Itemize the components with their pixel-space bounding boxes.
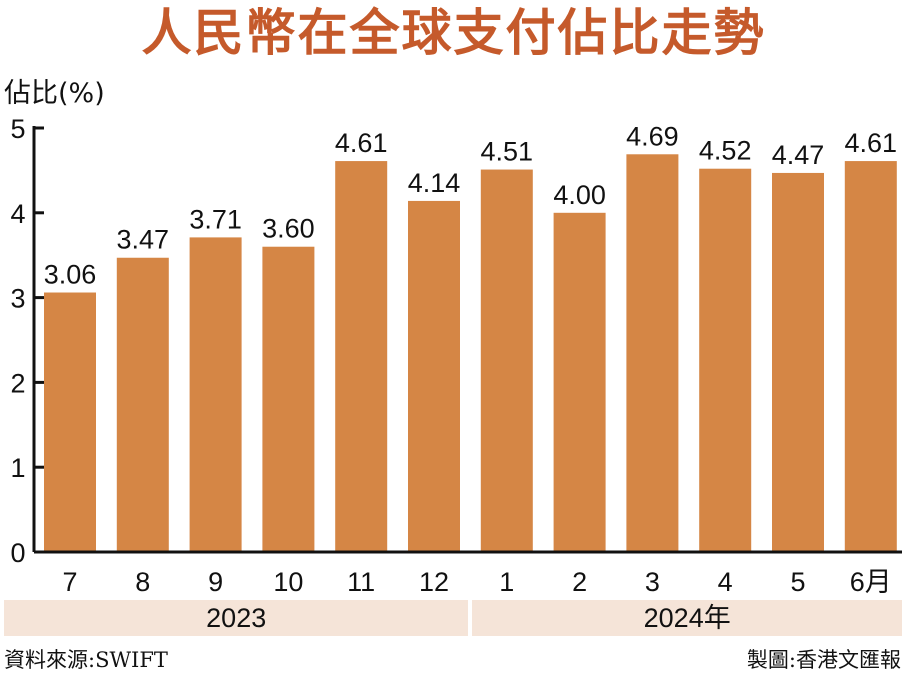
year-band-1: 2023 — [4, 600, 469, 636]
value-label-7: 4.51 — [481, 137, 534, 167]
y-tick-label-1: 1 — [10, 453, 25, 483]
bar-chart: 3.0673.4783.7193.60104.61114.14124.5114.… — [10, 114, 902, 597]
value-label-12: 4.61 — [845, 128, 898, 158]
chart-title: 人民幣在全球支付佔比走勢 — [141, 4, 766, 62]
year-band-2: 2024年 — [472, 600, 902, 636]
bar-12 — [844, 161, 897, 552]
category-label-9: 3 — [645, 567, 660, 597]
bar-11 — [772, 172, 824, 552]
category-label-8: 2 — [572, 567, 587, 597]
category-label-7: 1 — [499, 567, 514, 597]
value-label-2: 3.47 — [117, 225, 170, 255]
category-label-2: 8 — [135, 567, 150, 597]
category-label-12: 6月 — [850, 567, 892, 597]
bar-3 — [189, 237, 242, 552]
credit-note: 製圖:香港文匯報 — [746, 648, 901, 672]
category-label-11: 5 — [790, 567, 805, 597]
bar-4 — [262, 246, 315, 552]
bar-8 — [553, 212, 606, 553]
y-axis-label: 佔比(%) — [4, 78, 105, 109]
y-tick-label-4: 4 — [10, 199, 25, 229]
category-label-6: 12 — [419, 567, 449, 597]
category-label-5: 11 — [347, 567, 375, 597]
bar-1 — [44, 292, 96, 552]
y-tick-label-3: 3 — [10, 284, 25, 314]
source-note: 資料來源:SWIFT — [4, 648, 168, 672]
value-label-3: 3.71 — [189, 204, 242, 234]
category-label-10: 4 — [718, 567, 733, 597]
y-tick-label-2: 2 — [10, 368, 25, 398]
bar-5 — [335, 161, 388, 552]
value-label-4: 3.60 — [262, 214, 315, 244]
value-label-9: 4.69 — [626, 121, 679, 151]
bar-2 — [116, 257, 169, 552]
bar-9 — [626, 154, 679, 552]
bar-6 — [408, 200, 460, 553]
value-label-10: 4.52 — [699, 136, 752, 166]
value-label-8: 4.00 — [553, 180, 606, 210]
value-label-11: 4.47 — [772, 140, 825, 170]
value-label-6: 4.14 — [408, 168, 461, 198]
y-tick-label-0: 0 — [10, 538, 25, 568]
category-label-3: 9 — [208, 567, 223, 597]
category-label-4: 10 — [273, 567, 303, 597]
value-label-5: 4.61 — [335, 128, 388, 158]
category-label-1: 7 — [62, 567, 77, 597]
y-tick-label-5: 5 — [10, 114, 25, 144]
value-label-1: 3.06 — [44, 260, 97, 290]
bar-7 — [480, 169, 533, 552]
bar-10 — [699, 168, 752, 553]
